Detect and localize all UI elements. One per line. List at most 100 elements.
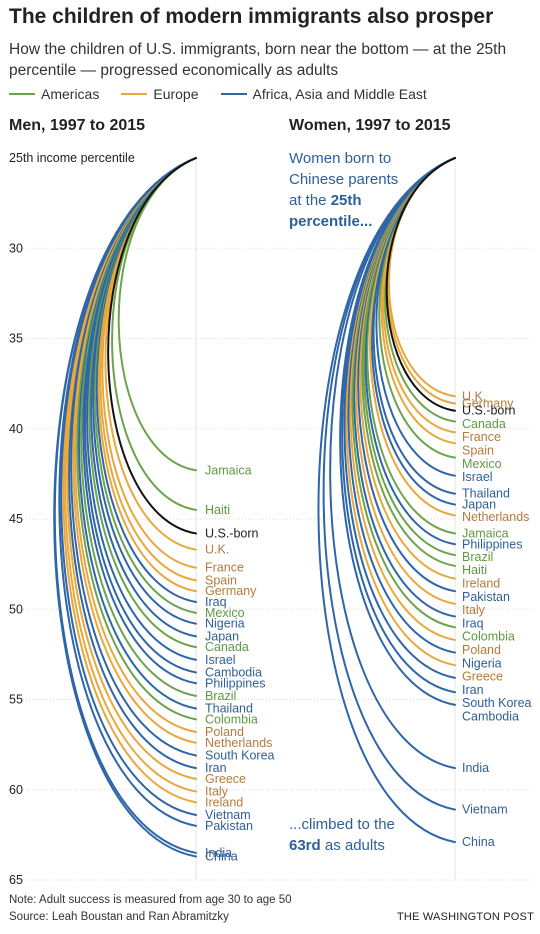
annotation-line: 63rd as adults (289, 835, 395, 856)
series-label-netherlands: Netherlands (205, 736, 272, 750)
annotation-bold: 63rd (289, 837, 321, 854)
series-label-vietnam: Vietnam (462, 803, 508, 817)
series-line-spain (99, 157, 197, 582)
series-label-poland: Poland (462, 643, 501, 657)
series-label-colombia: Colombia (462, 630, 515, 644)
y-axis-title: 25th income percentile (9, 151, 135, 165)
series-label-israel: Israel (205, 653, 236, 667)
chart-title: The children of modern immigrants also p… (9, 5, 494, 28)
series-label-spain: Spain (462, 444, 494, 458)
series-line-u-s-born (107, 157, 197, 535)
y-tick-label: 45 (9, 512, 23, 526)
series-label-ireland: Ireland (462, 577, 500, 591)
series-label-south-korea: South Korea (462, 696, 532, 710)
series-label-china: China (205, 850, 238, 864)
legend-swatch-americas (9, 93, 35, 95)
series-label-greece: Greece (462, 670, 503, 684)
chart-subtitle: How the children of U.S. immigrants, bor… (9, 41, 507, 79)
y-tick-label: 35 (9, 332, 23, 346)
series-label-u-k: U.K. (462, 389, 486, 403)
series-label-canada: Canada (462, 417, 506, 431)
legend-label-asia: Africa, Asia and Middle East (252, 86, 427, 102)
series-label-u-s-born: U.S.-born (205, 526, 259, 540)
series-label-germany: Germany (205, 584, 257, 598)
series-label-u-s-born: U.S.-born (462, 404, 516, 418)
series-label-pakistan: Pakistan (462, 590, 510, 604)
annotation-bold: 25th (330, 192, 362, 209)
series-label-mexico: Mexico (205, 606, 245, 620)
y-tick-label: 30 (9, 241, 23, 255)
series-line-china (317, 157, 456, 844)
series-label-germany: Germany (462, 396, 514, 410)
annotation-text: as adults (320, 837, 385, 854)
series-line-india (329, 157, 456, 770)
series-label-haiti: Haiti (462, 563, 487, 577)
legend-swatch-asia (220, 93, 247, 95)
footer-note: Note: Adult success is measured from age… (9, 894, 292, 906)
legend-swatch-europe (121, 93, 148, 95)
series-label-iraq: Iraq (205, 595, 227, 609)
series-label-iran: Iran (462, 683, 484, 697)
series-label-colombia: Colombia (205, 712, 258, 726)
series-label-japan: Japan (462, 498, 496, 512)
series-label-brazil: Brazil (462, 550, 493, 564)
series-label-philippines: Philippines (205, 676, 265, 690)
annotation-line: at the 25th (289, 190, 398, 211)
footer-credit: THE WASHINGTON POST (396, 911, 534, 923)
annotation-bold: percentile... (289, 213, 373, 230)
men-panel-title: Men, 1997 to 2015 (9, 117, 146, 134)
series-label-jamaica: Jamaica (462, 526, 509, 540)
annotation-line: Chinese parents (289, 171, 399, 188)
legend: Americas Europe Africa, Asia and Middle … (9, 86, 449, 102)
series-label-nigeria: Nigeria (462, 656, 502, 670)
annotation-line: Women born to (289, 150, 392, 167)
series-label-south-korea: South Korea (205, 748, 275, 762)
series-line-iran (343, 157, 456, 679)
series-label-pakistan: Pakistan (205, 819, 253, 833)
series-label-mexico: Mexico (462, 457, 502, 471)
series-label-cambodia: Cambodia (205, 665, 262, 679)
y-tick-label: 60 (9, 783, 23, 797)
series-label-jamaica: Jamaica (205, 463, 252, 477)
women-panel-title: Women, 1997 to 2015 (289, 117, 451, 134)
series-label-israel: Israel (462, 470, 493, 484)
series-label-france: France (205, 561, 244, 575)
series-line-nigeria (92, 157, 197, 625)
series-label-cambodia: Cambodia (462, 710, 519, 724)
series-label-ireland: Ireland (205, 795, 243, 809)
footer-source: Source: Leah Boustan and Ran Abramitzky (9, 911, 229, 923)
series-label-italy: Italy (205, 785, 229, 799)
legend-label-europe: Europe (153, 86, 199, 102)
legend-item-americas: Americas (9, 86, 99, 102)
series-label-haiti: Haiti (205, 503, 230, 517)
series-label-italy: Italy (462, 603, 486, 617)
legend-item-europe: Europe (121, 86, 199, 102)
series-label-nigeria: Nigeria (205, 617, 245, 631)
annotation-line: percentile... (289, 211, 398, 232)
legend-label-americas: Americas (41, 86, 100, 102)
women-annotation-top: Women born to Chinese parents at the 25t… (289, 148, 398, 232)
series-line-cambodia (339, 157, 456, 706)
y-tick-label: 55 (9, 693, 23, 707)
series-label-thailand: Thailand (462, 487, 510, 501)
series-line-china (53, 157, 197, 858)
series-line-canada (88, 157, 197, 649)
series-label-spain: Spain (205, 573, 237, 587)
series-label-vietnam: Vietnam (205, 808, 251, 822)
series-label-india: India (205, 846, 232, 860)
series-label-u-k: U.K. (205, 543, 229, 557)
series-label-japan: Japan (205, 629, 239, 643)
y-tick-label: 65 (9, 873, 23, 887)
series-label-netherlands: Netherlands (462, 510, 529, 524)
series-label-iran: Iran (205, 761, 227, 775)
series-label-india: India (462, 761, 489, 775)
series-line-u-s-born (385, 157, 456, 412)
series-label-philippines: Philippines (462, 537, 522, 551)
series-line-jamaica (117, 157, 197, 472)
annotation-text: at the (289, 192, 331, 209)
series-line-u-k (104, 157, 197, 551)
series-label-greece: Greece (205, 772, 246, 786)
y-tick-label: 50 (9, 602, 23, 616)
series-label-canada: Canada (205, 640, 249, 654)
